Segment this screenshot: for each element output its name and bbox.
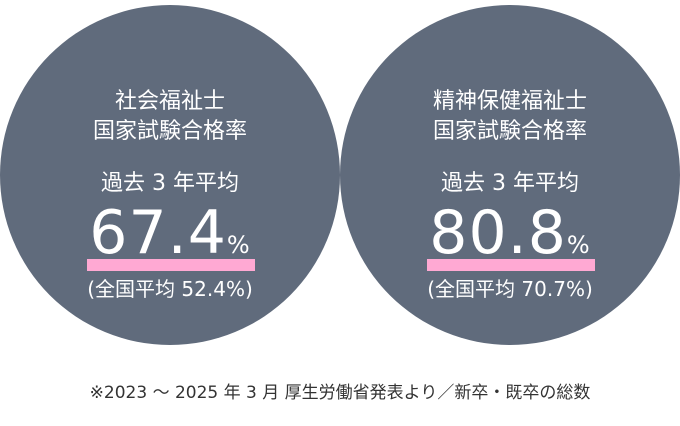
psychiatric-social-worker-card: 精神保健福祉士 国家試験合格率 過去 3 年平均 80.8% (全国平均 70.7… <box>340 5 680 345</box>
source-note: ※2023 ～ 2025 年 3 月 厚生労働省発表より／新卒・既卒の総数 <box>89 383 591 403</box>
pass-rate: 67.4% <box>87 198 255 277</box>
title-line: 国家試験合格率 <box>92 119 247 144</box>
average-label: 過去 3 年平均 <box>441 171 579 196</box>
pass-rate: 80.8% <box>427 198 595 277</box>
highlight-bar <box>87 259 255 271</box>
card-title: 精神保健福祉士 国家試験合格率 <box>340 87 680 147</box>
title-line: 国家試験合格率 <box>432 119 587 144</box>
average-label: 過去 3 年平均 <box>101 171 239 196</box>
title-line: 精神保健福祉士 <box>432 89 587 114</box>
highlight-bar <box>427 259 595 271</box>
title-line: 社会福祉士 <box>114 89 225 114</box>
national-average: (全国平均 70.7%) <box>427 277 593 301</box>
percent-unit: % <box>226 231 251 259</box>
pass-rate-value: 80.8 <box>429 198 567 268</box>
pass-rate-value: 67.4 <box>89 198 227 268</box>
national-average: (全国平均 52.4%) <box>87 277 253 301</box>
card-title: 社会福祉士国家試験合格率 <box>0 87 340 147</box>
percent-unit: % <box>566 231 591 259</box>
social-worker-card: 社会福祉士国家試験合格率 過去 3 年平均 67.4% (全国平均 52.4%) <box>0 5 340 345</box>
